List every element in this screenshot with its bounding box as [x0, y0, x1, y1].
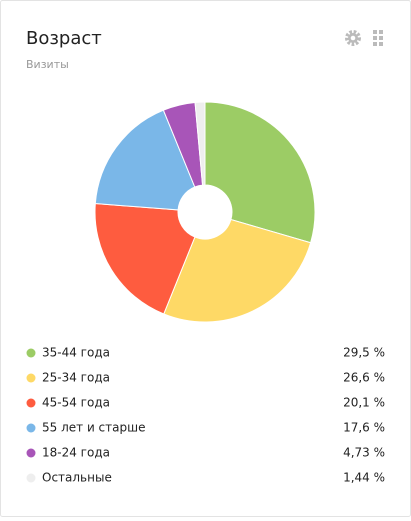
dot	[373, 30, 377, 34]
gear	[345, 30, 361, 46]
legend-label: 35-44 года	[42, 346, 110, 360]
pie-slice	[204, 101, 316, 244]
legend-label: 55 лет и старше	[42, 421, 145, 435]
dot	[373, 42, 377, 46]
legend-value: 4,73 %	[343, 446, 385, 460]
legend-label: 18-24 года	[42, 446, 110, 460]
legend-label: 25-34 года	[42, 371, 110, 385]
legend-value: 20,1 %	[343, 396, 385, 410]
gear-hole	[350, 35, 356, 41]
legend-value: 29,5 %	[343, 346, 385, 360]
pie-slice	[163, 218, 312, 323]
pie-slice	[94, 203, 196, 315]
legend-swatch	[26, 373, 36, 383]
chart-title: Возраст	[26, 28, 102, 49]
chart-subtitle: Визиты	[26, 58, 69, 71]
legend-value: 1,44 %	[343, 471, 385, 485]
dot	[379, 30, 383, 34]
dot	[379, 42, 383, 46]
legend-label: 45-54 года	[42, 396, 110, 410]
legend-value: 26,6 %	[343, 371, 385, 385]
legend-label: Остальные	[42, 471, 112, 485]
legend-swatch	[26, 448, 36, 458]
legend-value: 17,6 %	[343, 421, 385, 435]
dot	[373, 36, 377, 40]
pie-slice	[194, 101, 206, 186]
pie-slice	[94, 109, 196, 211]
legend-swatch	[26, 423, 36, 433]
drag-icon[interactable]	[373, 30, 383, 46]
legend-swatch	[26, 473, 36, 483]
legend-swatch	[26, 398, 36, 408]
dot	[379, 36, 383, 40]
legend-swatch	[26, 348, 36, 358]
settings-icon[interactable]	[345, 30, 361, 46]
